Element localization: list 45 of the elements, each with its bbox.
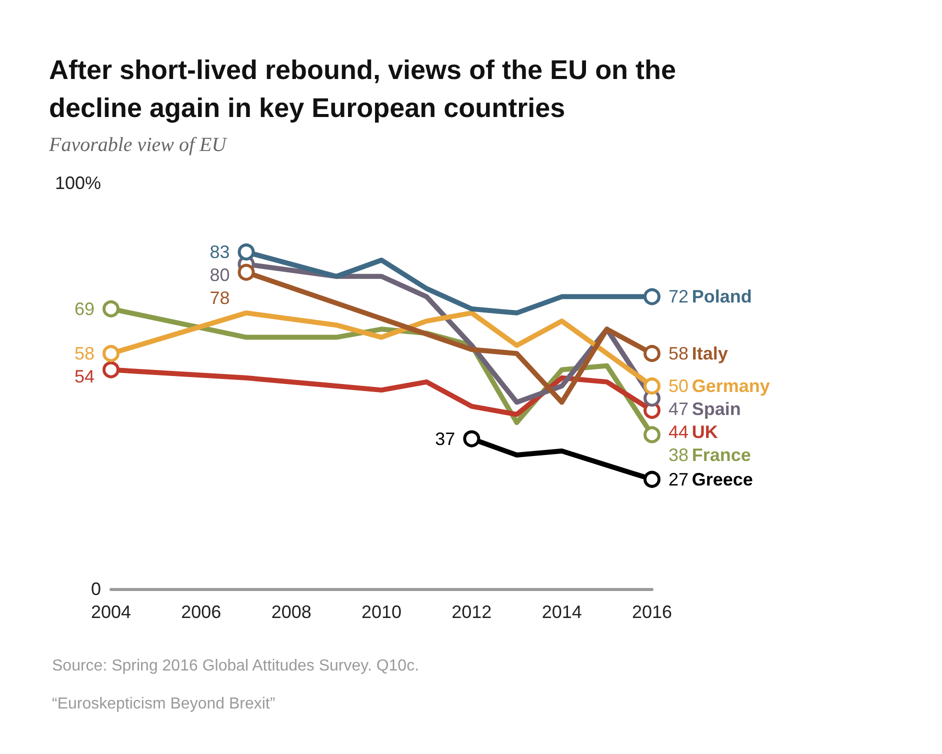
point xyxy=(102,300,120,318)
series-label: Germany xyxy=(692,376,770,396)
chart-title: After short-lived rebound, views of the EU on the decline again in key European countries xyxy=(49,55,684,123)
series-label: Poland xyxy=(692,286,752,307)
x-tick-label: 2004 xyxy=(90,602,132,622)
point xyxy=(644,426,660,444)
series-label: France xyxy=(692,445,751,465)
series-label: Italy xyxy=(692,344,728,364)
point xyxy=(238,264,255,281)
data-label: 83 xyxy=(210,242,230,262)
point xyxy=(102,361,120,378)
series-label: Spain xyxy=(692,399,741,419)
data-label: 80 xyxy=(210,265,230,286)
data-label: 47 xyxy=(668,399,689,419)
y-tick-label: 0 xyxy=(90,579,101,599)
y-tick-label: 100% xyxy=(54,173,101,193)
x-tick-label: 2016 xyxy=(632,602,672,622)
point xyxy=(644,470,660,488)
x-tick-label: 2014 xyxy=(542,602,582,622)
point xyxy=(238,244,255,261)
data-label: 44 xyxy=(668,422,689,442)
data-label: 38 xyxy=(668,445,689,465)
point xyxy=(644,345,660,362)
point xyxy=(463,430,480,448)
text: “Euroskepticism Beyond Brexit” xyxy=(52,696,276,712)
data-label: 69 xyxy=(74,298,94,319)
data-label: 72 xyxy=(668,286,689,307)
point xyxy=(102,345,120,362)
data-label: 50 xyxy=(668,376,689,396)
data-label: 54 xyxy=(74,366,94,387)
data-label: 58 xyxy=(668,344,689,364)
data-label: 78 xyxy=(210,288,230,308)
x-tick-label: 2006 xyxy=(181,602,222,622)
data-label: 37 xyxy=(435,428,456,449)
point xyxy=(644,288,660,306)
source-note: Source: Spring 2016 Global Attitudes Survey. Q10c. xyxy=(52,658,420,674)
data-label: 58 xyxy=(74,344,94,364)
data-label: 27 xyxy=(668,469,689,490)
chart-subtitle: Favorable view of EU xyxy=(48,134,228,156)
series-label: Greece xyxy=(692,469,753,490)
x-tick-label: 2008 xyxy=(271,602,312,622)
series-label: UK xyxy=(692,422,718,442)
x-tick-label: 2010 xyxy=(361,602,402,622)
point xyxy=(644,378,660,394)
x-tick-label: 2012 xyxy=(452,602,492,622)
